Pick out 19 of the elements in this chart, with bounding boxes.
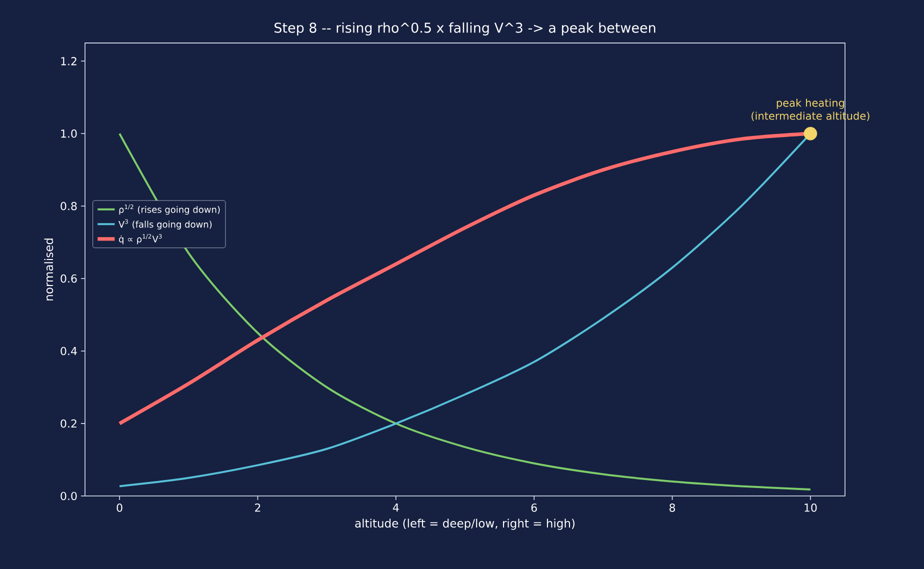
chart-title: Step 8 -- rising rho^0.5 x falling V^3 -> a peak between bbox=[274, 22, 656, 36]
y-tick-label: 0.0 bbox=[60, 492, 77, 500]
x-tick-label: 4 bbox=[392, 504, 399, 512]
x-tick-label: 8 bbox=[670, 504, 676, 512]
y-tick-label: 0.4 bbox=[60, 346, 77, 356]
y-tick-label: 0.8 bbox=[60, 202, 77, 210]
legend-label: q̇ ∝ ρ$^{1/2}$V$^{3}$ bbox=[118, 234, 162, 244]
y-tick-label: 1.0 bbox=[61, 129, 77, 138]
legend-label: ρ$^{1/2}$ (rises going down) bbox=[119, 204, 220, 215]
y-tick-label: 1.2 bbox=[61, 57, 76, 66]
x-tick-label: 6 bbox=[531, 504, 537, 512]
y-tick-label: 0.2 bbox=[60, 419, 76, 428]
y-tick-label: 0.6 bbox=[60, 274, 77, 283]
x-tick-label: 0 bbox=[116, 504, 122, 512]
legend-label: V$^{3}$ (falls going down) bbox=[118, 219, 212, 230]
x-tick-label: 10 bbox=[804, 504, 817, 512]
x-axis-title: altitude (left = deep/low, right = high) bbox=[355, 518, 574, 530]
y-axis-title: normalised bbox=[44, 238, 54, 300]
x-tick-label: 2 bbox=[255, 504, 260, 512]
